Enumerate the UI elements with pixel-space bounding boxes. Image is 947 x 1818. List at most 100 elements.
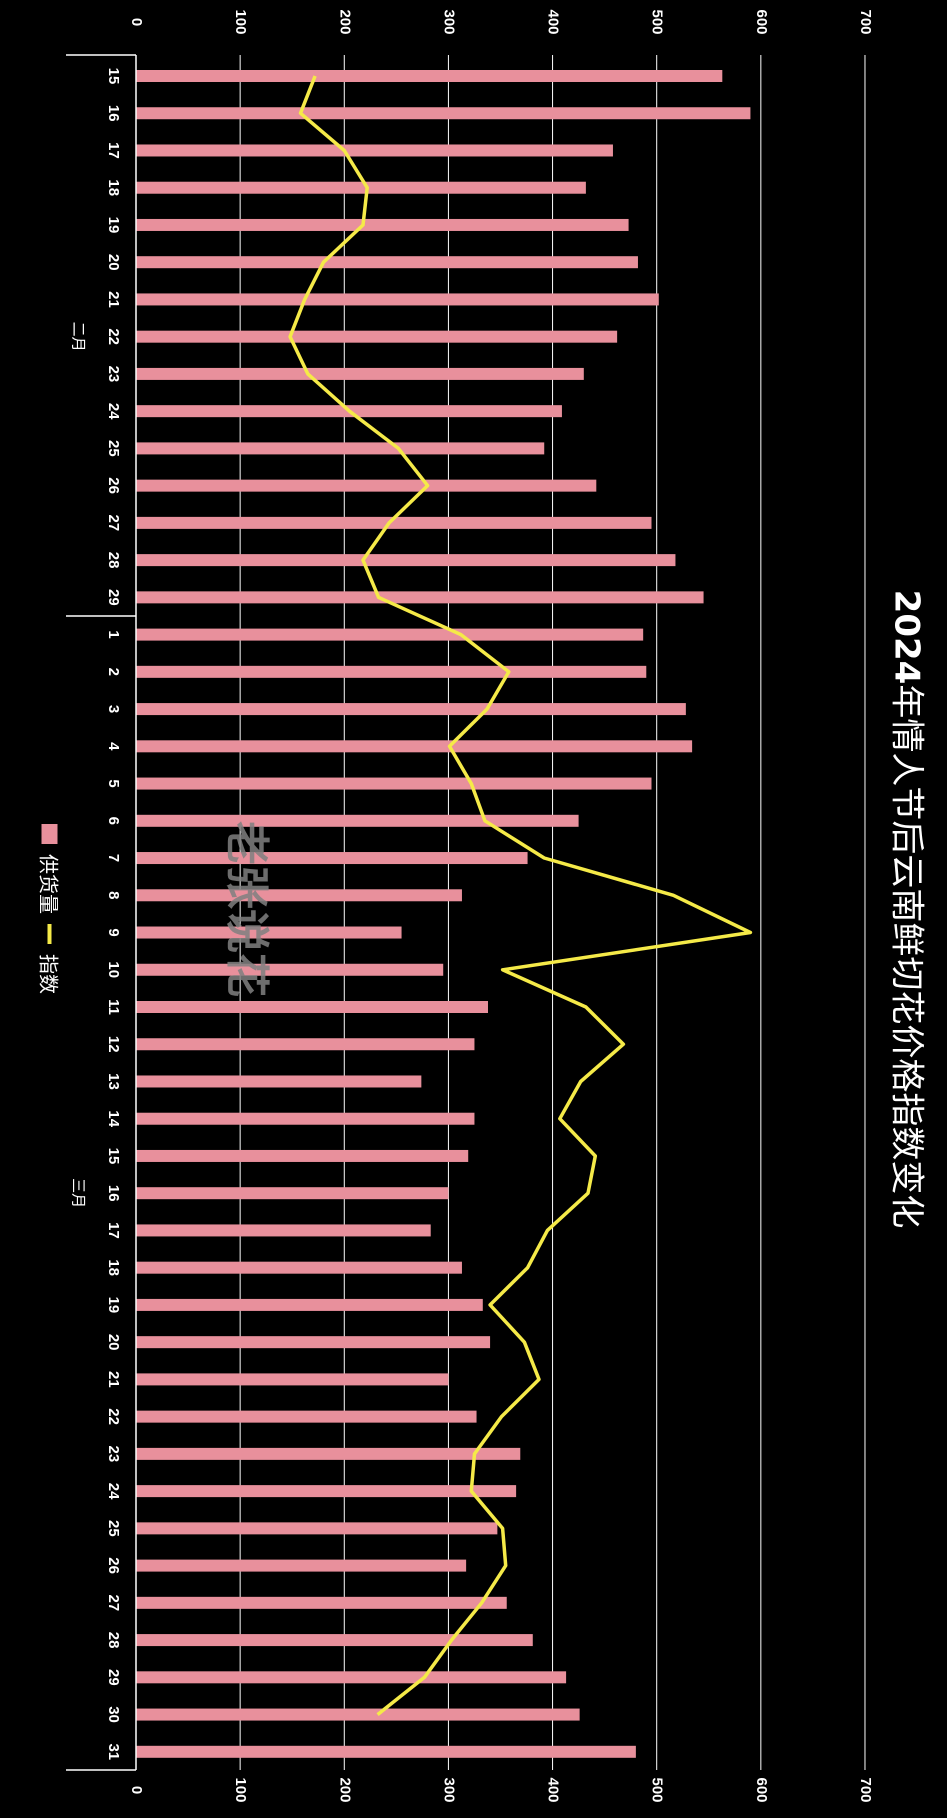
bar <box>136 293 659 306</box>
gridlines <box>239 55 866 1770</box>
bar <box>136 1149 469 1162</box>
category-tick-label: 26 <box>105 477 122 494</box>
month-group-label: 三月 <box>70 1178 88 1208</box>
bar <box>136 1596 507 1609</box>
category-tick-label: 25 <box>105 1520 122 1537</box>
bar <box>136 1745 636 1758</box>
category-tick-label: 27 <box>105 1594 122 1611</box>
category-tick-label: 25 <box>105 440 122 457</box>
category-tick-label: 17 <box>105 142 122 159</box>
bar <box>136 479 597 492</box>
bar <box>136 703 686 716</box>
bar <box>136 330 618 343</box>
value-tick-label-bottom: 100 <box>232 1777 249 1802</box>
title-text: 年情人节后云南鲜切花价格指数变化 <box>886 684 927 1229</box>
category-tick-label: 5 <box>105 779 122 787</box>
legend: 供货量 指数 <box>36 824 65 994</box>
bar <box>136 1485 517 1498</box>
bar <box>136 1261 462 1274</box>
category-tick-label: 27 <box>105 515 122 532</box>
bar <box>136 777 652 790</box>
value-tick-label-top: 700 <box>857 9 874 34</box>
bar <box>136 1038 475 1051</box>
category-tick-label: 2 <box>105 668 122 676</box>
bar <box>136 107 751 120</box>
category-tick-label: 23 <box>105 366 122 383</box>
category-tick-label: 14 <box>105 1110 122 1127</box>
category-tick-label: 9 <box>105 928 122 936</box>
bar <box>136 1001 488 1013</box>
category-tick-label: 15 <box>105 1148 122 1165</box>
bar <box>136 1298 483 1311</box>
bar <box>136 181 586 194</box>
category-tick-label: 12 <box>105 1036 122 1053</box>
value-tick-label-bottom: 0 <box>128 1786 145 1794</box>
bar <box>136 926 402 939</box>
category-tick-label: 20 <box>105 254 122 271</box>
value-tick-label-bottom: 500 <box>649 1777 666 1802</box>
value-tick-label-top: 300 <box>440 9 457 34</box>
category-tick-label: 10 <box>105 961 122 978</box>
category-tick-label: 11 <box>105 999 122 1015</box>
bar <box>136 1187 449 1200</box>
category-tick-label: 31 <box>105 1743 122 1760</box>
title-year: 2024 <box>886 589 927 685</box>
bar <box>136 516 652 529</box>
category-tick-label: 7 <box>105 854 122 862</box>
bar <box>136 1336 491 1349</box>
legend-line-swatch <box>48 924 52 944</box>
value-tick-label-top: 500 <box>649 9 666 34</box>
category-tick-label: 18 <box>105 179 122 196</box>
month-group-label: 二月 <box>70 322 88 352</box>
value-tick-label-top: 600 <box>753 9 770 34</box>
bar <box>136 963 444 976</box>
category-tick-label: 29 <box>105 1669 122 1686</box>
bar-series <box>136 70 751 1758</box>
category-tick-label: 1 <box>105 630 122 638</box>
bar <box>136 1708 580 1721</box>
bar <box>136 1447 521 1460</box>
bar <box>136 1559 467 1572</box>
bar <box>136 1373 449 1386</box>
bar <box>136 852 528 865</box>
category-tick-label: 6 <box>105 817 122 825</box>
bar <box>136 1410 477 1423</box>
category-tick-label: 24 <box>105 403 122 420</box>
category-tick-label: 16 <box>105 1185 122 1202</box>
value-tick-label-top: 200 <box>336 9 353 34</box>
bar <box>136 1671 567 1684</box>
category-tick-label: 22 <box>105 1408 122 1425</box>
category-tick-label: 28 <box>105 1632 122 1649</box>
category-tick-label: 13 <box>105 1073 122 1090</box>
category-tick-label: 23 <box>105 1446 122 1463</box>
category-tick-label: 21 <box>105 291 122 308</box>
bar <box>136 442 545 455</box>
bar <box>136 144 613 157</box>
bar <box>136 218 629 231</box>
value-tick-label-top: 100 <box>232 9 249 34</box>
category-tick-label: 26 <box>105 1557 122 1574</box>
value-axis-ticks: 0 0 100 100 200 200 300 300 400 400 500 500 600 600 70… <box>128 9 874 1802</box>
bar <box>136 889 462 902</box>
category-tick-label: 17 <box>105 1222 122 1239</box>
value-tick-label-bottom: 700 <box>857 1777 874 1802</box>
bar <box>136 740 693 753</box>
value-tick-label-bottom: 300 <box>440 1777 457 1802</box>
category-tick-label: 22 <box>105 328 122 345</box>
bar <box>136 1522 498 1535</box>
category-tick-label: 8 <box>105 891 122 899</box>
bar <box>136 70 723 82</box>
value-tick-label-bottom: 200 <box>336 1777 353 1802</box>
bar <box>136 1224 431 1237</box>
category-tick-label: 28 <box>105 552 122 569</box>
bar <box>136 1075 422 1088</box>
category-tick-label: 4 <box>105 742 122 751</box>
value-tick-label-top: 400 <box>545 9 562 34</box>
category-tick-label: 20 <box>105 1334 122 1351</box>
bar <box>136 814 579 827</box>
chart-title: 2024年情人节后云南鲜切花价格指数变化 <box>886 590 935 1229</box>
legend-bar-swatch <box>42 824 58 844</box>
watermark: 老张说花 <box>221 821 272 997</box>
bar <box>136 1634 533 1647</box>
